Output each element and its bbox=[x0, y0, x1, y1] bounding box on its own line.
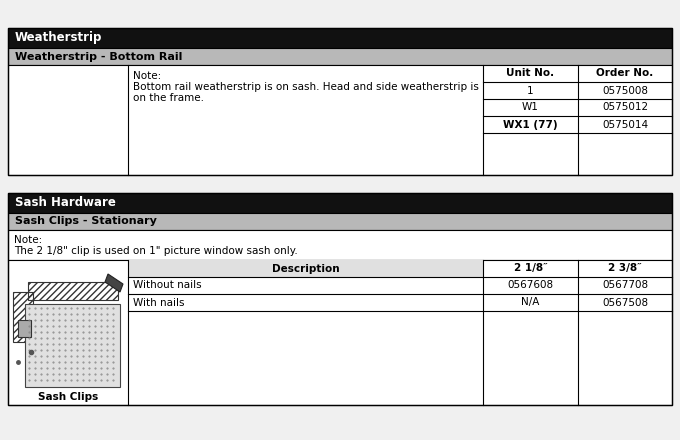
Text: 0575014: 0575014 bbox=[602, 120, 648, 129]
Text: Sash Clips: Sash Clips bbox=[38, 392, 98, 402]
Text: Sash Hardware: Sash Hardware bbox=[15, 197, 116, 209]
Text: Sash Clips - Stationary: Sash Clips - Stationary bbox=[15, 216, 157, 227]
Bar bbox=[8, 48, 672, 65]
Text: Description: Description bbox=[272, 264, 339, 274]
Text: Unit No.: Unit No. bbox=[507, 69, 555, 78]
Text: With nails: With nails bbox=[133, 297, 184, 308]
Text: 2 3/8″: 2 3/8″ bbox=[608, 264, 642, 274]
Text: WX1 (77): WX1 (77) bbox=[503, 120, 558, 129]
Bar bbox=[8, 230, 672, 260]
Bar bbox=[8, 193, 672, 213]
Text: 0567508: 0567508 bbox=[602, 297, 648, 308]
Text: Order No.: Order No. bbox=[596, 69, 653, 78]
Bar bbox=[8, 28, 672, 48]
Text: Note:: Note: bbox=[133, 71, 161, 81]
Text: The 2 1/8" clip is used on 1" picture window sash only.: The 2 1/8" clip is used on 1" picture wi… bbox=[14, 246, 298, 256]
Text: 0575012: 0575012 bbox=[602, 103, 648, 113]
Polygon shape bbox=[105, 274, 123, 292]
Text: N/A: N/A bbox=[522, 297, 540, 308]
Bar bbox=[8, 193, 672, 405]
Text: 2 1/8″: 2 1/8″ bbox=[513, 264, 547, 274]
Text: 0567608: 0567608 bbox=[507, 281, 554, 290]
Text: 0575008: 0575008 bbox=[602, 85, 648, 95]
Bar bbox=[8, 213, 672, 230]
Polygon shape bbox=[18, 320, 31, 337]
Bar bbox=[25, 304, 120, 387]
Bar bbox=[8, 28, 672, 175]
Text: Weatherstrip: Weatherstrip bbox=[15, 32, 103, 44]
Text: 0567708: 0567708 bbox=[602, 281, 648, 290]
Text: Weatherstrip - Bottom Rail: Weatherstrip - Bottom Rail bbox=[15, 51, 182, 62]
Text: Bottom rail weatherstrip is on sash. Head and side weatherstrip is: Bottom rail weatherstrip is on sash. Hea… bbox=[133, 82, 479, 92]
Text: Without nails: Without nails bbox=[133, 281, 202, 290]
Bar bbox=[8, 65, 672, 175]
Text: 1: 1 bbox=[527, 85, 534, 95]
Text: Note:: Note: bbox=[14, 235, 42, 245]
Bar bbox=[8, 260, 672, 405]
Bar bbox=[128, 260, 483, 277]
Text: on the frame.: on the frame. bbox=[133, 93, 204, 103]
Text: W1: W1 bbox=[522, 103, 539, 113]
